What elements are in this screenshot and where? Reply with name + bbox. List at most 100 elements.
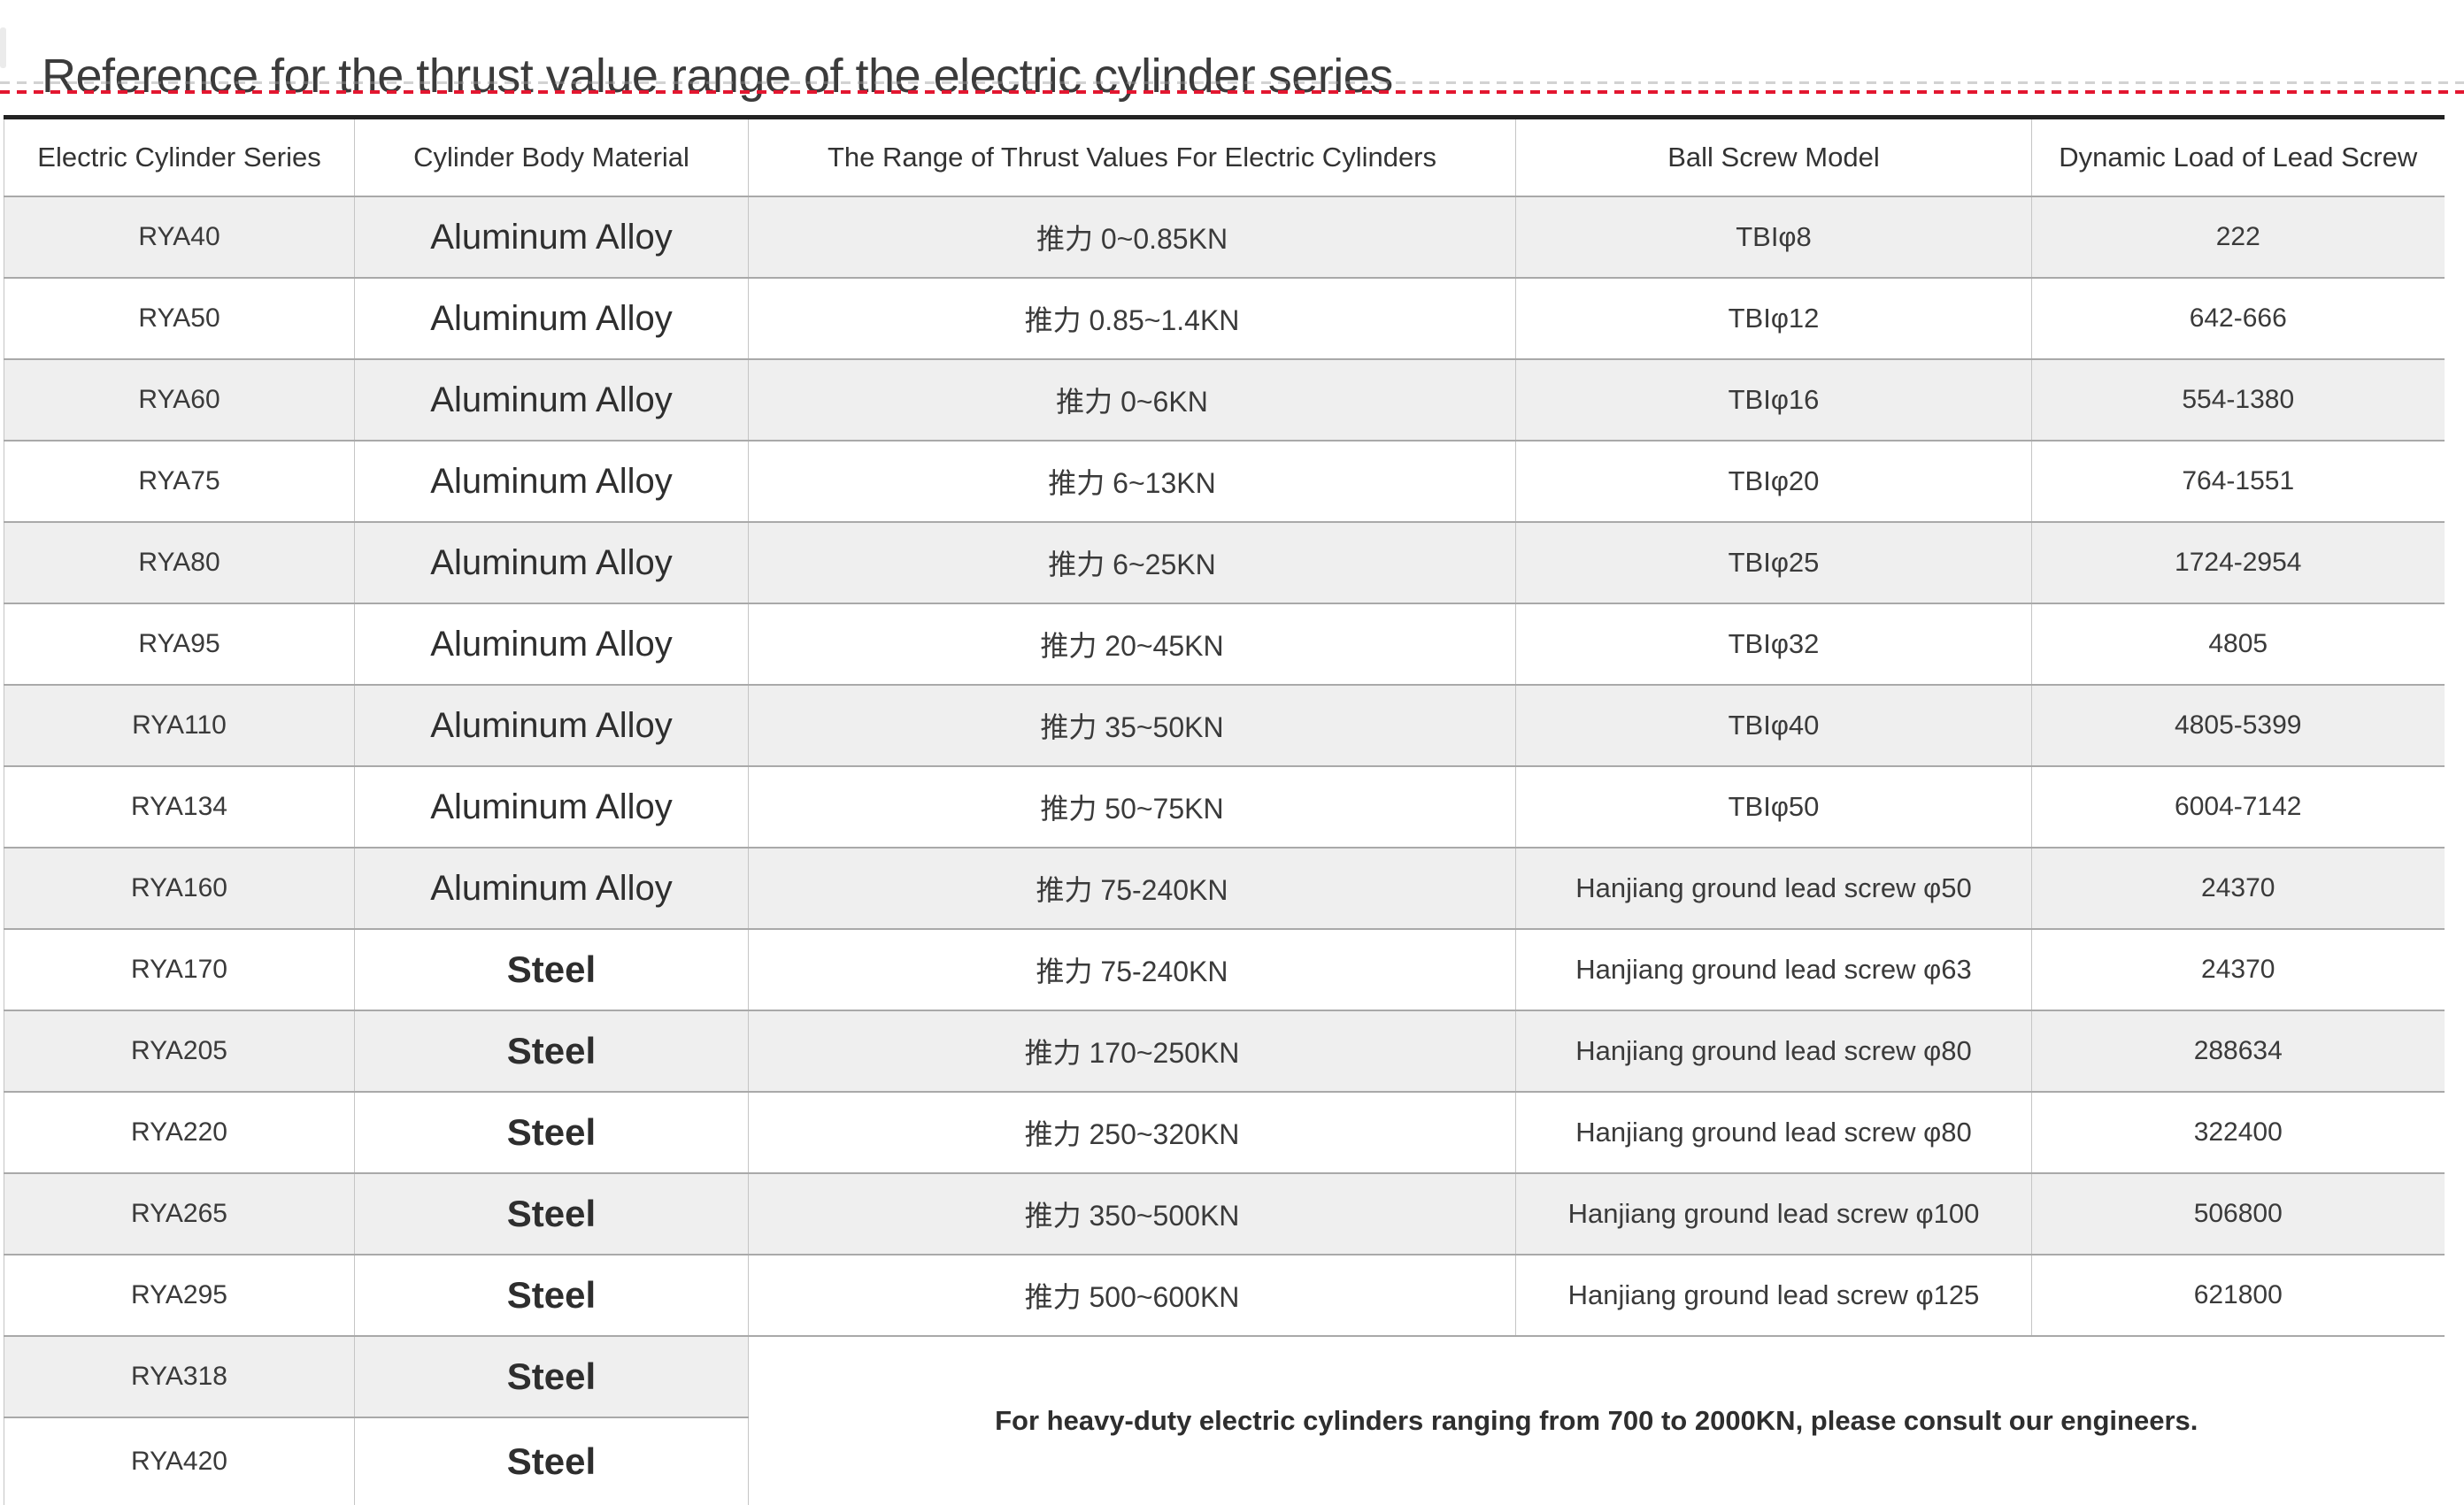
table-row: RYA110 Aluminum Alloy 推力 35~50KN TBIφ40 4805… — [4, 685, 2445, 767]
cell-series: RYA50 — [4, 278, 355, 360]
cell-screw: TBIφ16 — [1515, 359, 2032, 442]
cell-material: Aluminum Alloy — [354, 278, 749, 360]
table-row: RYA50 Aluminum Alloy 推力 0.85~1.4KN TBIφ12 64… — [4, 278, 2445, 360]
table-row: RYA75 Aluminum Alloy 推力 6~13KN TBIφ20 764-15… — [4, 441, 2445, 523]
cell-screw: TBIφ25 — [1515, 522, 2032, 604]
table-row: RYA80 Aluminum Alloy 推力 6~25KN TBIφ25 1724-2… — [4, 522, 2445, 604]
cell-screw: Hanjiang ground lead screw φ80 — [1515, 1092, 2032, 1174]
cell-load: 322400 — [2031, 1092, 2445, 1174]
cell-load: 4805-5399 — [2031, 685, 2445, 767]
cell-material: Aluminum Alloy — [354, 522, 749, 604]
cell-series: RYA318 — [4, 1336, 355, 1418]
cell-screw: TBIφ50 — [1515, 766, 2032, 848]
cell-series: RYA265 — [4, 1173, 355, 1255]
cell-load: 554-1380 — [2031, 359, 2445, 442]
cell-load: 4805 — [2031, 603, 2445, 686]
cell-screw: TBIφ12 — [1515, 278, 2032, 360]
table-row: RYA205 Steel 推力 170~250KN Hanjiang ground l… — [4, 1010, 2445, 1093]
cell-load: 1724-2954 — [2031, 522, 2445, 604]
cell-series: RYA220 — [4, 1092, 355, 1174]
table-row: RYA40 Aluminum Alloy 推力 0~0.85KN TBIφ8 222 — [4, 196, 2445, 279]
table-row: RYA318 Steel For heavy-duty electric cylin… — [4, 1336, 2445, 1505]
cell-thrust: 推力 75-240KN — [748, 848, 1516, 930]
page-title: Reference for the thrust value range of … — [42, 50, 1393, 104]
cell-material: Aluminum Alloy — [354, 685, 749, 767]
cell-load: 24370 — [2031, 848, 2445, 930]
cell-material: Steel — [354, 1336, 749, 1418]
table-row: RYA60 Aluminum Alloy 推力 0~6KN TBIφ16 554-138… — [4, 359, 2445, 442]
cell-thrust: 推力 0.85~1.4KN — [748, 278, 1516, 360]
cell-material: Aluminum Alloy — [354, 196, 749, 279]
cell-thrust: 推力 50~75KN — [748, 766, 1516, 848]
consult-note-cell: For heavy-duty electric cylinders rangin… — [748, 1336, 2445, 1505]
col-header-screw: Ball Screw Model — [1515, 117, 2032, 197]
spec-table: Electric Cylinder Series Cylinder Body M… — [4, 115, 2445, 1505]
table-row: RYA295 Steel 推力 500~600KN Hanjiang ground l… — [4, 1255, 2445, 1337]
cell-thrust: 推力 170~250KN — [748, 1010, 1516, 1093]
cell-series: RYA160 — [4, 848, 355, 930]
gray-dashed-divider — [0, 81, 2464, 84]
cell-load: 621800 — [2031, 1255, 2445, 1337]
header-row: Electric Cylinder Series Cylinder Body M… — [4, 117, 2445, 197]
cell-thrust: 推力 0~0.85KN — [748, 196, 1516, 279]
cell-thrust: 推力 0~6KN — [748, 359, 1516, 442]
cell-load: 764-1551 — [2031, 441, 2445, 523]
cell-series: RYA110 — [4, 685, 355, 767]
cell-screw: TBIφ40 — [1515, 685, 2032, 767]
cell-material: Steel — [354, 1173, 749, 1255]
cell-material: Aluminum Alloy — [354, 441, 749, 523]
cell-screw: Hanjiang ground lead screw φ125 — [1515, 1255, 2032, 1337]
cell-series: RYA170 — [4, 929, 355, 1011]
cell-screw: TBIφ8 — [1515, 196, 2032, 279]
table-body: RYA40 Aluminum Alloy 推力 0~0.85KN TBIφ8 222 RY… — [4, 196, 2445, 1505]
cell-series: RYA60 — [4, 359, 355, 442]
cell-load: 6004-7142 — [2031, 766, 2445, 848]
cell-screw: Hanjiang ground lead screw φ100 — [1515, 1173, 2032, 1255]
cell-load: 222 — [2031, 196, 2445, 279]
cell-material: Aluminum Alloy — [354, 603, 749, 686]
cell-thrust: 推力 35~50KN — [748, 685, 1516, 767]
table-row: RYA265 Steel 推力 350~500KN Hanjiang ground l… — [4, 1173, 2445, 1255]
cell-series: RYA80 — [4, 522, 355, 604]
cell-screw: TBIφ20 — [1515, 441, 2032, 523]
cell-screw: Hanjiang ground lead screw φ50 — [1515, 848, 2032, 930]
cell-series: RYA134 — [4, 766, 355, 848]
cell-thrust: 推力 20~45KN — [748, 603, 1516, 686]
col-header-thrust: The Range of Thrust Values For Electric … — [748, 117, 1516, 197]
cell-material: Aluminum Alloy — [354, 848, 749, 930]
red-dashed-divider — [0, 90, 2464, 94]
table-row: RYA95 Aluminum Alloy 推力 20~45KN TBIφ32 4805 — [4, 603, 2445, 686]
col-header-material: Cylinder Body Material — [354, 117, 749, 197]
cell-screw: Hanjiang ground lead screw φ80 — [1515, 1010, 2032, 1093]
cell-material: Steel — [354, 929, 749, 1011]
cell-material: Steel — [354, 1010, 749, 1093]
cell-load: 288634 — [2031, 1010, 2445, 1093]
cell-thrust: 推力 350~500KN — [748, 1173, 1516, 1255]
cell-load: 642-666 — [2031, 278, 2445, 360]
table-header: Electric Cylinder Series Cylinder Body M… — [4, 117, 2445, 197]
cell-material: Steel — [354, 1092, 749, 1174]
cell-material: Aluminum Alloy — [354, 359, 749, 442]
cell-thrust: 推力 6~13KN — [748, 441, 1516, 523]
cell-thrust: 推力 500~600KN — [748, 1255, 1516, 1337]
col-header-load: Dynamic Load of Lead Screw — [2031, 117, 2445, 197]
cell-series: RYA205 — [4, 1010, 355, 1093]
cell-load: 24370 — [2031, 929, 2445, 1011]
cell-material: Aluminum Alloy — [354, 766, 749, 848]
col-header-series: Electric Cylinder Series — [4, 117, 355, 197]
title-bullet-mark — [0, 27, 6, 68]
table-row: RYA220 Steel 推力 250~320KN Hanjiang ground l… — [4, 1092, 2445, 1174]
cell-series: RYA95 — [4, 603, 355, 686]
cell-series: RYA75 — [4, 441, 355, 523]
cell-thrust: 推力 6~25KN — [748, 522, 1516, 604]
cell-screw: Hanjiang ground lead screw φ63 — [1515, 929, 2032, 1011]
table-row: RYA134 Aluminum Alloy 推力 50~75KN TBIφ50 6004… — [4, 766, 2445, 848]
cell-load: 506800 — [2031, 1173, 2445, 1255]
cell-thrust: 推力 75-240KN — [748, 929, 1516, 1011]
cell-thrust: 推力 250~320KN — [748, 1092, 1516, 1174]
table-row: RYA160 Aluminum Alloy 推力 75-240KN Hanjiang … — [4, 848, 2445, 930]
cell-material: Steel — [354, 1417, 749, 1505]
cell-material: Steel — [354, 1255, 749, 1337]
cell-screw: TBIφ32 — [1515, 603, 2032, 686]
table-row: RYA170 Steel 推力 75-240KN Hanjiang ground le… — [4, 929, 2445, 1011]
